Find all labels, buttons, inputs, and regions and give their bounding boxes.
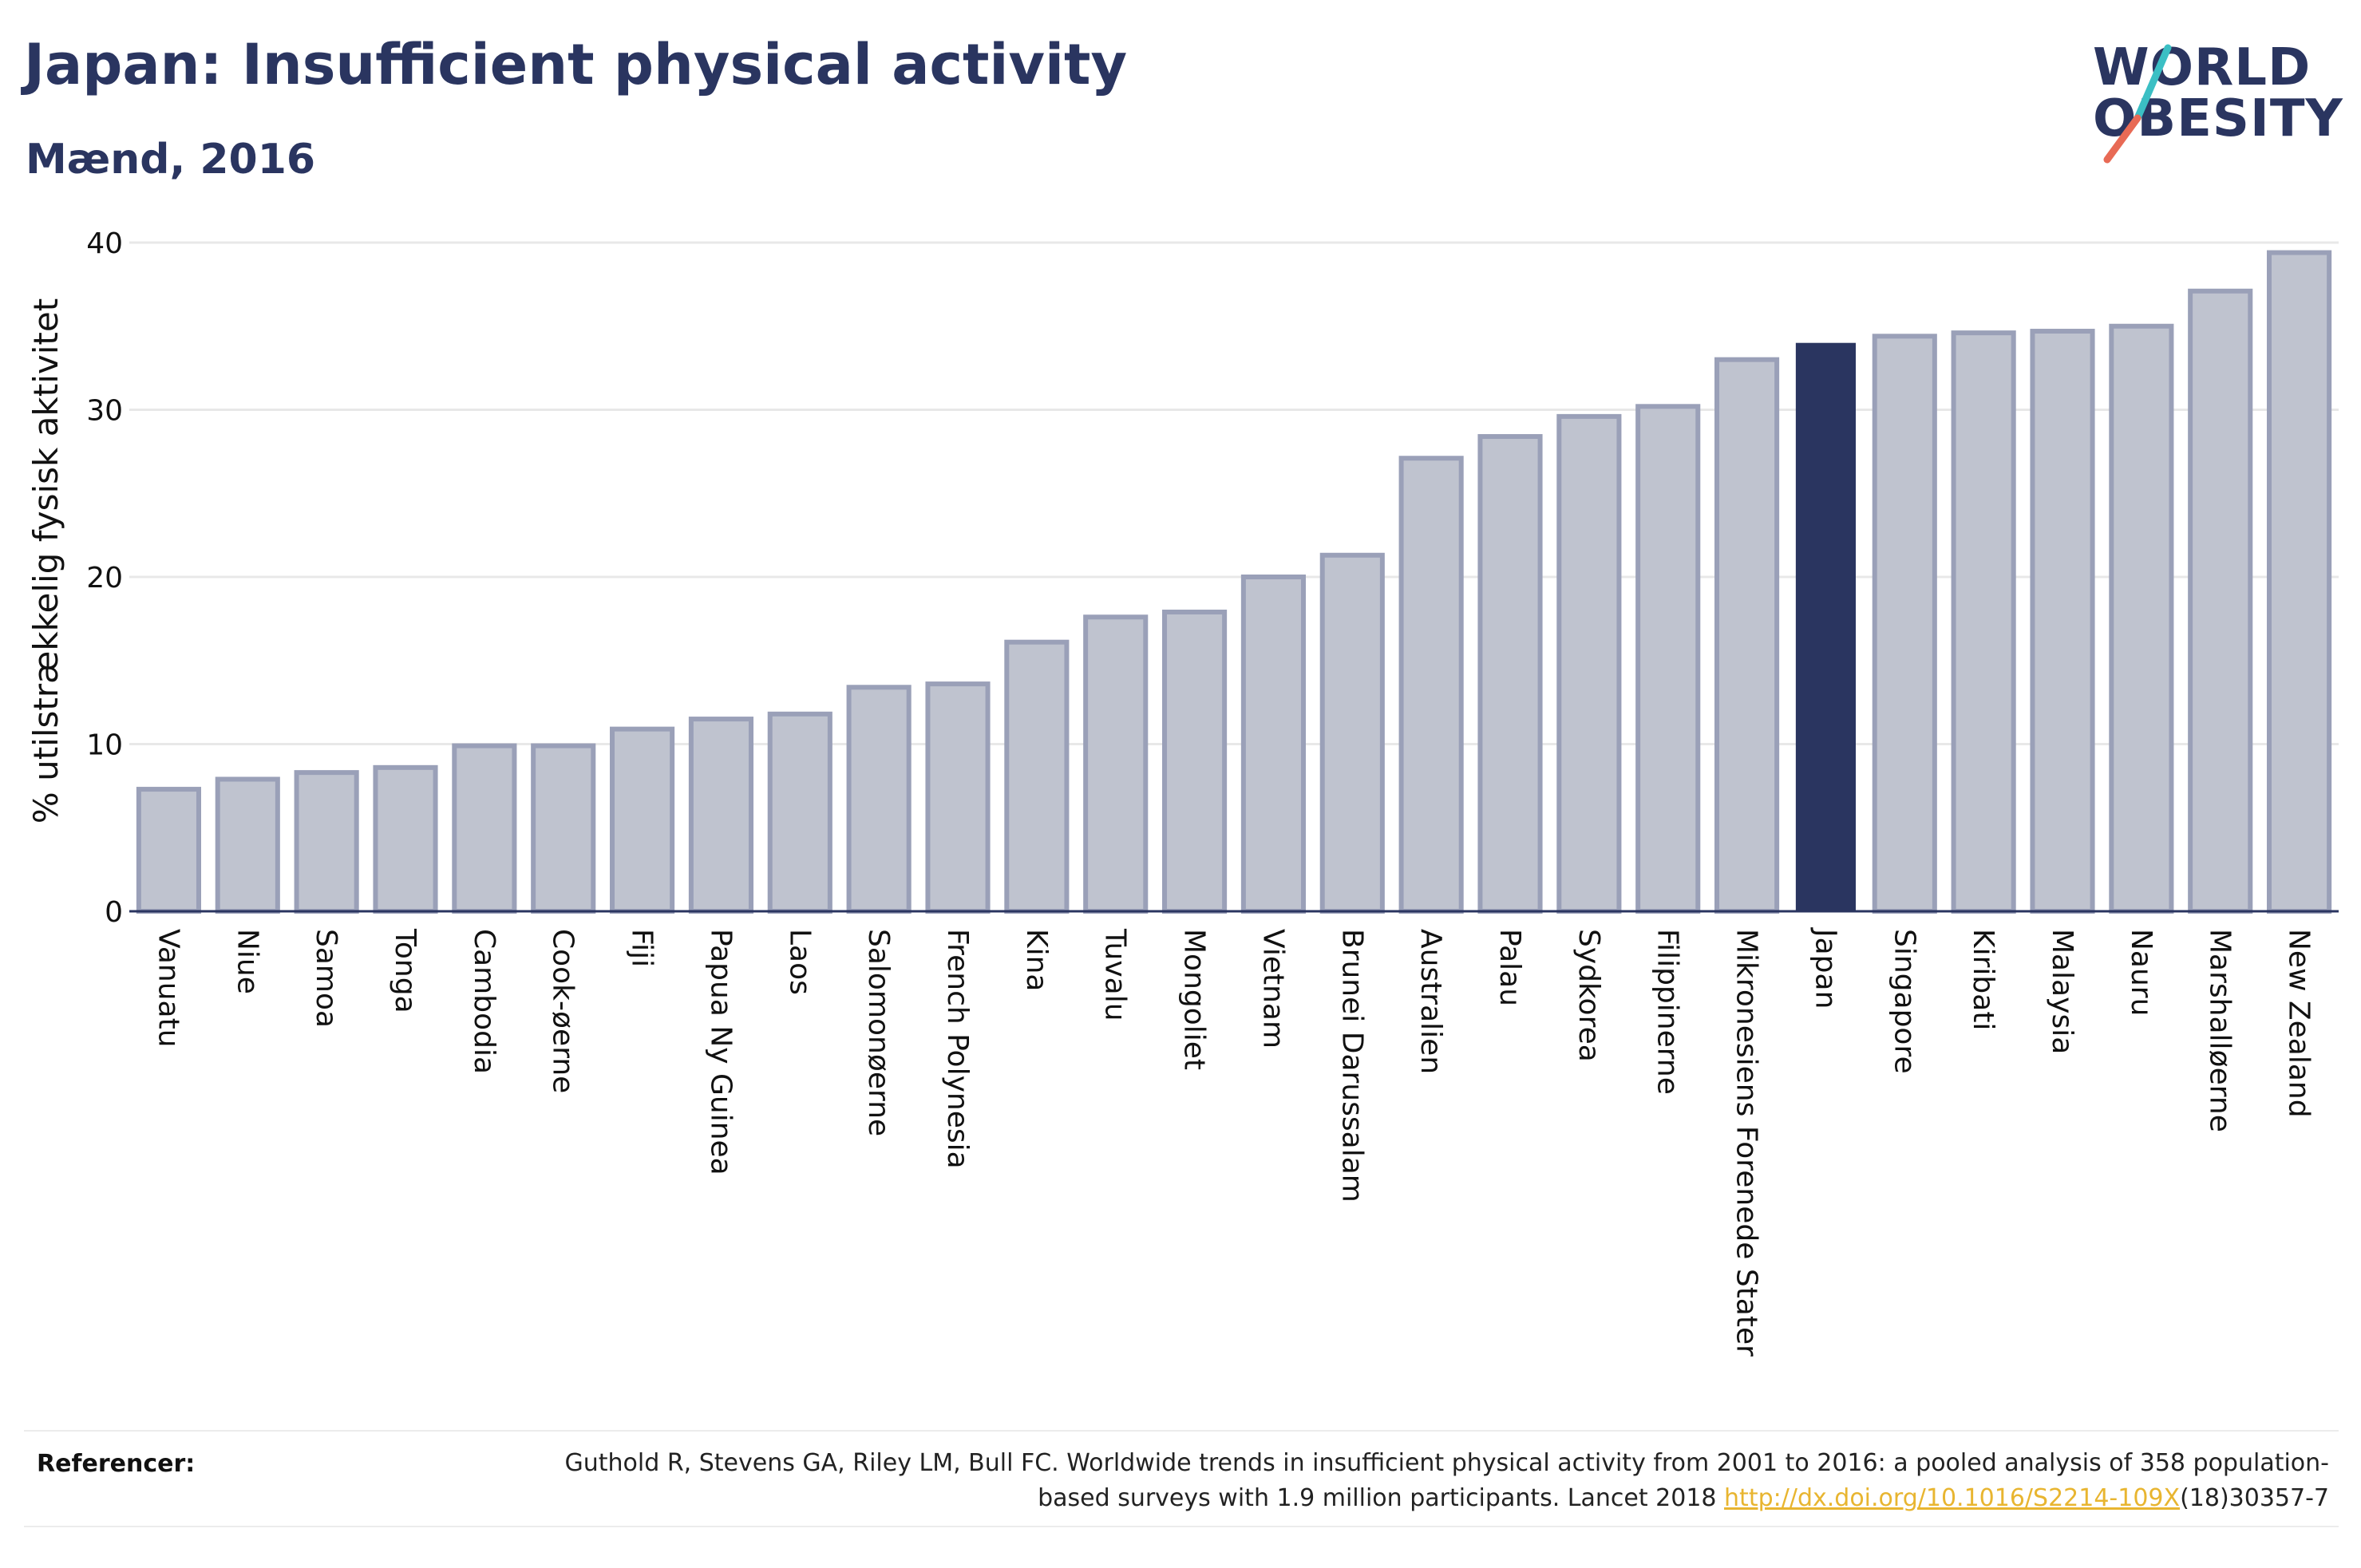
bar-chart: 0 10 20 30 40 Vanuatu Niue Samoa Tonga Cambodia Co…: [26, 227, 2339, 1357]
divider-bottom: [24, 1526, 2339, 1527]
bar: [452, 743, 517, 914]
bar: [767, 711, 832, 914]
bar: [1872, 334, 1937, 914]
bar: [1477, 434, 1543, 914]
x-tick-label: Cambodia: [468, 929, 500, 1074]
bar-highlight: [1795, 342, 1856, 911]
y-tick-label: 0: [105, 896, 123, 929]
x-tick-label: Kiribati: [1967, 929, 1999, 1030]
x-tick-label: Tuvalu: [1099, 928, 1132, 1021]
bar: [1162, 609, 1228, 914]
x-tick-label: Papua Ny Guinea: [704, 929, 737, 1175]
references-text: Guthold R, Stevens GA, Riley LM, Bull FC…: [493, 1446, 2329, 1516]
bar: [373, 764, 438, 914]
x-tick-label: Singapore: [1888, 929, 1920, 1074]
y-tick-label: 20: [86, 562, 123, 594]
x-tick-label: Malaysia: [2046, 929, 2078, 1054]
bars: [136, 250, 2332, 914]
bar: [136, 787, 201, 914]
bar: [2030, 329, 2095, 914]
logo-line1: WORLD: [2093, 38, 2312, 97]
bar: [1083, 614, 1149, 914]
bar: [1951, 330, 2016, 914]
x-tick-label: Sydkorea: [1572, 929, 1605, 1062]
x-tick-label: Fiji: [626, 929, 658, 967]
bar: [215, 776, 280, 914]
x-tick-label: Laos: [783, 929, 816, 995]
x-tick-label: Mikronesiens Forenede Stater: [1730, 929, 1763, 1357]
bar: [610, 726, 675, 914]
bar: [1004, 639, 1070, 914]
references-label: Referencer:: [37, 1450, 196, 1478]
bar: [294, 770, 359, 914]
bar: [1635, 404, 1701, 914]
logo-slash-icon: [2103, 44, 2172, 164]
bar: [2109, 323, 2174, 914]
x-tick-label: Filippinerne: [1651, 929, 1684, 1095]
x-tick-label: Marshalløerne: [2204, 929, 2236, 1132]
divider-top: [24, 1430, 2339, 1432]
x-tick-label: Australien: [1414, 929, 1447, 1074]
x-tick-label: Palau: [1493, 929, 1526, 1006]
reference-citation: Guthold R, Stevens GA, Riley LM, Bull FC…: [564, 1449, 2329, 1512]
x-tick-label: New Zealand: [2283, 929, 2316, 1118]
x-tick-label: Vanuatu: [152, 929, 184, 1048]
y-tick-label: 30: [86, 395, 123, 428]
bar: [2267, 250, 2332, 914]
x-tick-label: Tonga: [389, 928, 421, 1013]
x-tick-label: Kina: [1020, 929, 1053, 992]
x-tick-label: Nauru: [2125, 929, 2157, 1016]
world-obesity-logo: WORLD OBESITY: [2075, 32, 2347, 168]
bar: [1714, 357, 1780, 914]
reference-doi-link[interactable]: http://dx.doi.org/10.1016/S2214-109X: [1724, 1484, 2181, 1512]
bar: [925, 681, 991, 914]
bar: [846, 685, 912, 914]
y-tick-label: 40: [86, 227, 123, 260]
bar: [688, 717, 753, 914]
bar: [1319, 552, 1385, 914]
reference-suffix: (18)30357-7: [2180, 1484, 2329, 1512]
labels: 0 10 20 30 40 Vanuatu Niue Samoa Tonga Cambodia Co…: [26, 227, 2316, 1357]
x-tick-label: Japan: [1809, 927, 1841, 1009]
bar: [1556, 413, 1622, 914]
y-tick-label: 10: [86, 729, 123, 762]
x-tick-label: French Polynesia: [941, 929, 974, 1169]
bar: [531, 743, 596, 914]
bar: [2188, 288, 2253, 914]
x-tick-label: Mongoliet: [1178, 929, 1211, 1070]
chart-title: Japan: Insufficient physical activity: [24, 32, 1128, 97]
x-tick-label: Samoa: [310, 929, 342, 1028]
x-tick-label: Salomonøerne: [862, 929, 895, 1136]
x-tick-label: Brunei Darussalam: [1335, 929, 1368, 1203]
bar: [1240, 575, 1306, 914]
chart-subtitle: Mænd, 2016: [26, 136, 316, 184]
x-tick-label: Niue: [231, 929, 263, 994]
x-tick-label: Vietnam: [1256, 929, 1289, 1049]
y-axis-label: % utilstrækkelig fysisk aktivitet: [26, 298, 65, 823]
x-tick-label: Cook-øerne: [547, 929, 579, 1093]
bar: [1398, 456, 1464, 914]
